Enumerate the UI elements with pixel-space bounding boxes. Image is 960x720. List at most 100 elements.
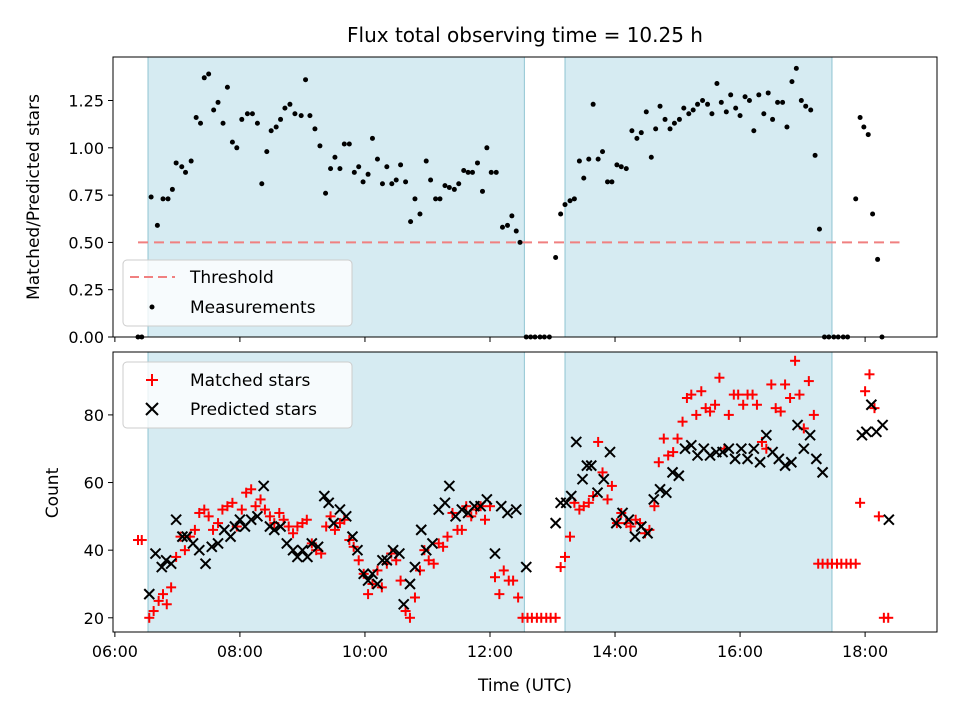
measurement-point	[742, 94, 748, 100]
measurement-point	[586, 156, 592, 162]
measurement-point	[714, 80, 720, 86]
y-tick-label: 80	[84, 406, 104, 425]
measurement-point	[770, 116, 776, 122]
matched-star-point	[208, 524, 219, 535]
y-tick-label: 0.25	[68, 281, 104, 300]
matched-star-point	[438, 541, 449, 552]
predicted-star-point	[362, 574, 374, 587]
matched-star-point	[597, 467, 608, 478]
predicted-star-point	[160, 554, 172, 567]
matched-star-point	[250, 501, 261, 512]
measurement-point	[653, 126, 659, 132]
matched-star-point	[625, 521, 636, 532]
measurement-point	[509, 213, 515, 219]
measurement-point	[332, 154, 338, 160]
matched-star-point	[794, 389, 805, 400]
measurement-point	[446, 185, 452, 191]
predicted-star-point	[549, 517, 562, 529]
predicted-star-point	[501, 507, 514, 519]
matched-star-point	[738, 399, 749, 410]
bottom-y-ticks: 20 40 60 80	[84, 406, 113, 628]
predicted-star-point	[576, 473, 589, 485]
measurement-point	[292, 111, 298, 117]
matched-star-point	[199, 504, 210, 515]
measurement-point	[553, 255, 559, 261]
predicted-star-point	[748, 443, 760, 455]
matched-star-point	[714, 372, 725, 383]
matched-star-point	[292, 521, 303, 532]
matched-star-point	[873, 511, 884, 522]
measurement-point	[403, 179, 409, 185]
predicted-star-point	[291, 551, 304, 563]
predicted-star-point	[791, 419, 804, 431]
predicted-star-point	[679, 443, 691, 455]
measurement-point	[360, 179, 366, 185]
measurement-point	[728, 92, 734, 98]
measurement-point	[667, 126, 673, 132]
matched-star-point	[241, 487, 252, 498]
matched-star-point	[583, 497, 594, 508]
matched-star-point	[850, 558, 861, 569]
predicted-star-point	[393, 547, 406, 560]
observing-window-2	[564, 351, 833, 633]
measurement-point	[558, 211, 564, 217]
measurement-point	[346, 141, 352, 147]
predicted-star-point	[860, 426, 873, 438]
predicted-star-point	[779, 459, 791, 472]
matched-star-point	[550, 612, 561, 623]
predicted-star-point	[340, 510, 352, 523]
predicted-star-point	[798, 443, 810, 455]
predicted-star-point	[570, 436, 582, 448]
predicted-star-point	[760, 429, 773, 441]
predicted-star-point	[312, 541, 324, 553]
y-tick-label: 1.00	[68, 139, 104, 158]
measurement-point	[234, 145, 240, 151]
predicted-star-point	[565, 490, 577, 502]
predicted-star-point	[591, 486, 604, 499]
matched-star-point	[602, 494, 613, 505]
measurement-point	[638, 130, 644, 136]
measurement-point	[303, 77, 309, 83]
predicted-star-point	[648, 493, 660, 506]
measurement-point	[173, 160, 179, 166]
chart-title: Flux total observing time = 10.25 h	[347, 23, 703, 47]
matched-star-point	[194, 507, 205, 518]
predicted-star-point	[357, 568, 370, 580]
matched-star-point	[442, 531, 453, 542]
matched-star-point	[663, 450, 674, 461]
matched-star-point	[203, 511, 214, 522]
measurement-point	[648, 154, 654, 160]
measurement-point	[412, 196, 418, 202]
measurement-point	[695, 101, 701, 107]
measurement-point	[287, 101, 293, 107]
predicted-star-point	[268, 524, 281, 536]
predicted-star-point	[623, 514, 635, 526]
measurement-point	[865, 132, 871, 138]
matched-star-point	[479, 514, 490, 525]
matched-star-point	[775, 406, 786, 417]
predicted-star-point	[170, 514, 182, 526]
predicted-star-point	[489, 547, 501, 560]
predicted-star-point	[156, 561, 168, 573]
measurement-point	[812, 152, 818, 158]
measurement-point	[206, 71, 212, 77]
top-axes-frame	[112, 56, 938, 338]
measurement-point	[793, 65, 799, 71]
measurement-point	[356, 164, 362, 170]
predicted-star-point	[865, 399, 878, 411]
matched-star-point	[255, 494, 266, 505]
predicted-star-point	[206, 541, 218, 553]
measurement-point	[671, 120, 677, 126]
matched-star-point	[513, 592, 524, 603]
measurement-point	[268, 128, 274, 134]
measurement-point	[229, 139, 235, 145]
matched-star-point	[456, 524, 467, 535]
matched-star-point	[691, 409, 702, 420]
legend-matched-label: Matched stars	[190, 371, 310, 391]
measurement-point	[188, 158, 194, 164]
matched-star-point	[710, 399, 721, 410]
predicted-star-point	[729, 453, 741, 465]
matched-star-point	[555, 562, 566, 573]
measurement-points	[135, 65, 885, 340]
measurement-point	[629, 128, 635, 134]
